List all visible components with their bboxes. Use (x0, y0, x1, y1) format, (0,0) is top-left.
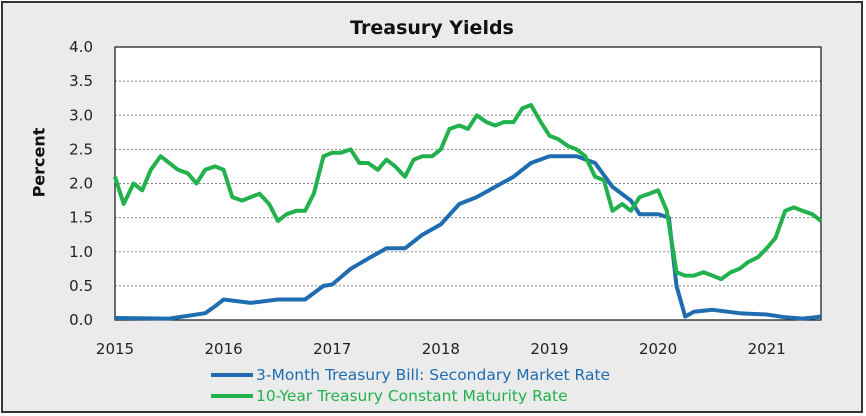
y-tick-label: 1.5 (69, 209, 93, 227)
x-tick-label: 2015 (96, 340, 134, 358)
legend-swatch (211, 394, 253, 398)
y-tick-label: 0.5 (69, 277, 93, 295)
y-tick-label: 4.0 (69, 38, 93, 56)
x-tick-label: 2020 (639, 340, 677, 358)
x-tick-label: 2018 (422, 340, 460, 358)
x-tick-label: 2017 (313, 340, 351, 358)
y-tick-label: 1.0 (69, 243, 93, 261)
y-tick-label: 3.5 (69, 72, 93, 90)
x-tick-label: 2019 (530, 340, 568, 358)
legend-swatch (211, 373, 253, 377)
x-tick-label: 2021 (748, 340, 786, 358)
plot-svg: 0.0 0.5 1.0 1.5 2.0 2.5 3.0 3.5 4.0 2015 2016 2017 2… (69, 38, 823, 358)
y-tick-label: 2.0 (69, 175, 93, 193)
y-tick-label: 0.0 (69, 311, 93, 329)
y-tick-label: 2.5 (69, 140, 93, 158)
y-tick-label: 3.0 (69, 106, 93, 124)
series-line-1 (113, 103, 823, 282)
legend-item-3month: 3-Month Treasury Bill: Secondary Market … (211, 366, 610, 384)
series-line-0 (114, 154, 822, 321)
plot-border (114, 46, 822, 321)
legend-label: 3-Month Treasury Bill: Secondary Market … (256, 366, 611, 384)
chart-title: Treasury Yields (350, 17, 514, 39)
legend-item-10year: 10-Year Treasury Constant Maturity Rate (211, 387, 568, 405)
legend-label: 10-Year Treasury Constant Maturity Rate (256, 387, 568, 405)
x-tick-label: 2016 (205, 340, 243, 358)
